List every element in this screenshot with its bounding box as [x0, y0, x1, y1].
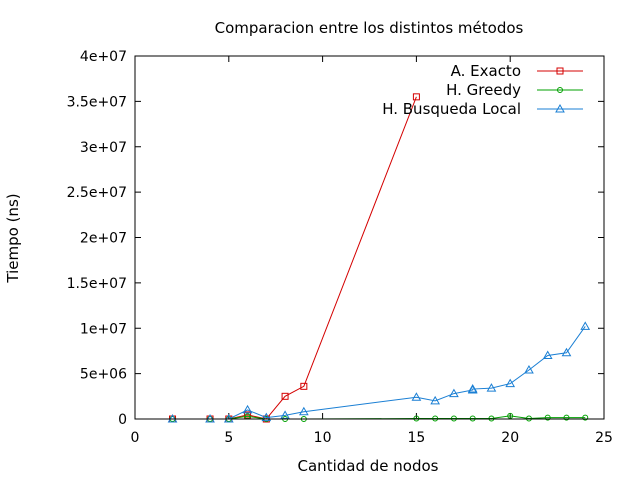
data-point	[544, 414, 551, 421]
data-point	[281, 392, 289, 400]
data-point	[244, 411, 252, 419]
data-point	[411, 392, 422, 401]
x-axis-title: Cantidad de nodos	[298, 457, 439, 475]
data-point	[486, 383, 497, 392]
y-tick-label: 0	[118, 412, 127, 428]
data-point	[298, 406, 309, 416]
y-tick-label: 2.5e+07	[67, 185, 127, 201]
data-point	[280, 410, 290, 419]
series-a-exacto	[169, 93, 420, 423]
data-point	[563, 414, 570, 421]
data-point	[561, 347, 572, 357]
y-tick-label: 1e+07	[80, 321, 127, 337]
data-point	[507, 412, 514, 419]
data-point	[582, 414, 589, 421]
x-tick-label: 20	[501, 430, 519, 446]
x-tick-label: 10	[314, 430, 332, 446]
data-point	[261, 412, 272, 422]
series-h-busqueda-local	[167, 321, 591, 423]
legend-label: A. Exacto	[451, 62, 521, 80]
data-point	[300, 382, 308, 390]
x-tick-label: 5	[224, 430, 233, 446]
series-line	[172, 326, 586, 420]
y-tick-label: 1.5e+07	[67, 276, 127, 292]
y-tick-label: 3.5e+07	[67, 94, 127, 110]
axis-ticks: 0 5 10 15 20 25 0 5e+06 1e+07 1.5e+07 2e+07 2.5e+07…	[67, 49, 613, 446]
data-point	[430, 395, 441, 405]
y-tick-label: 3e+07	[80, 140, 127, 156]
chart-title: Comparacion entre los distintos métodos	[215, 19, 524, 37]
legend-marker	[556, 67, 564, 75]
legend-marker	[555, 103, 565, 113]
data-point	[580, 321, 591, 330]
data-point	[467, 384, 478, 393]
plot-frame	[134, 55, 605, 420]
x-tick-label: 25	[595, 430, 613, 446]
legend-marker	[557, 87, 563, 93]
series-group	[167, 93, 591, 423]
legend-label: H. Busqueda Local	[382, 100, 521, 118]
data-point	[524, 364, 534, 374]
data-point	[449, 388, 459, 398]
data-point	[242, 404, 253, 414]
x-tick-label: 0	[131, 430, 140, 446]
y-tick-label: 2e+07	[80, 231, 127, 247]
y-axis-title: Tiempo (ns)	[4, 193, 22, 283]
data-point	[542, 350, 553, 359]
legend-label: H. Greedy	[446, 81, 521, 99]
series-line	[172, 96, 417, 420]
y-tick-label: 5e+06	[80, 367, 127, 383]
x-tick-label: 15	[407, 430, 425, 446]
data-point	[505, 378, 516, 388]
data-point	[412, 93, 420, 101]
y-tick-label: 4e+07	[80, 49, 127, 65]
